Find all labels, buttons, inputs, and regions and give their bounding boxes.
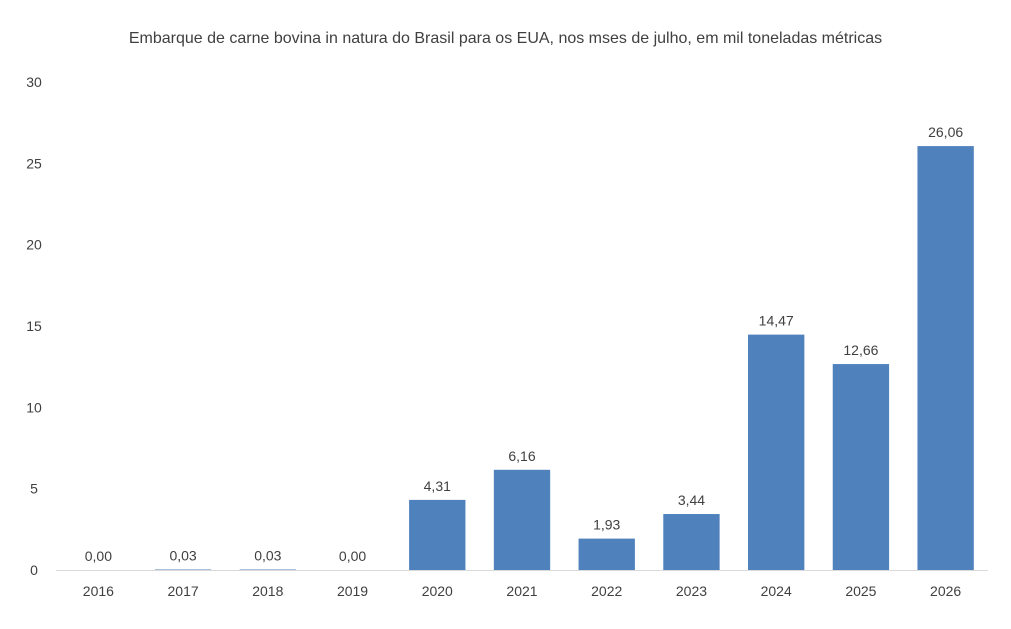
y-axis: 0 5 10 15 20 25 30 (26, 74, 42, 578)
y-tick-label: 15 (26, 318, 42, 334)
data-label-2024: 14,47 (759, 313, 794, 329)
x-tick-label: 2017 (168, 583, 199, 599)
y-tick-label: 30 (26, 74, 42, 90)
bar-2026 (917, 146, 974, 570)
x-tick-label: 2022 (591, 583, 622, 599)
x-tick-label: 2025 (845, 583, 876, 599)
data-label-2021: 6,16 (508, 448, 535, 464)
x-tick-label: 2026 (930, 583, 961, 599)
data-labels: 0,00 0,03 0,03 0,00 4,31 6,16 1,93 3,44 14,47 12,… (85, 124, 964, 564)
x-tick-label: 2021 (506, 583, 537, 599)
x-tick-label: 2019 (337, 583, 368, 599)
bar-2023 (663, 514, 720, 570)
y-tick-label: 5 (30, 481, 38, 497)
x-tick-label: 2023 (676, 583, 707, 599)
bar-2020 (409, 499, 466, 570)
y-tick-label: 25 (26, 155, 42, 171)
data-label-2023: 3,44 (678, 492, 705, 508)
bar-2024 (748, 334, 805, 570)
x-tick-label: 2018 (252, 583, 283, 599)
data-label-2020: 4,31 (424, 478, 451, 494)
y-tick-label: 0 (30, 562, 38, 578)
bar-series (154, 146, 974, 570)
chart-title: Embarque de carne bovina in natura do Br… (128, 30, 883, 47)
data-label-2018: 0,03 (254, 548, 281, 564)
data-label-2026: 26,06 (928, 124, 963, 140)
data-label-2025: 12,66 (843, 342, 878, 358)
data-label-2022: 1,93 (593, 517, 620, 533)
x-tick-label: 2016 (83, 583, 114, 599)
y-tick-label: 20 (26, 237, 42, 253)
bar-2022 (578, 538, 635, 570)
bar-2021 (493, 469, 551, 570)
x-tick-label: 2024 (761, 583, 792, 599)
data-label-2017: 0,03 (169, 548, 196, 564)
data-label-2019: 0,00 (339, 548, 366, 564)
x-tick-label: 2020 (422, 583, 453, 599)
bar-2025 (832, 364, 890, 570)
x-axis: 2016 2017 2018 2019 2020 2021 2022 2023 2024 2025… (83, 583, 962, 599)
data-label-2016: 0,00 (85, 548, 112, 564)
y-tick-label: 10 (26, 399, 42, 415)
